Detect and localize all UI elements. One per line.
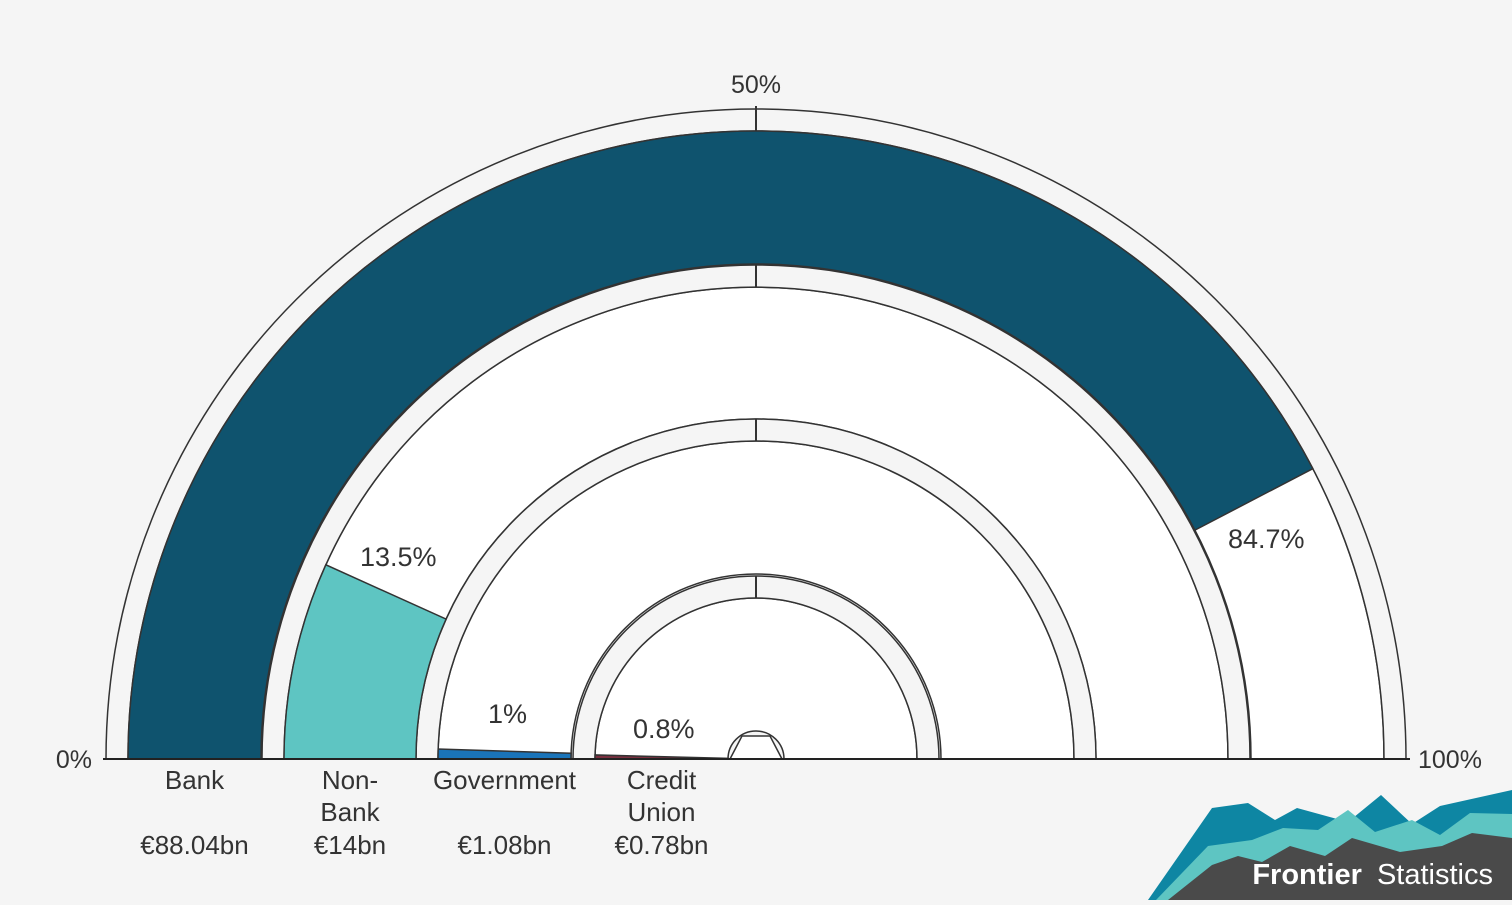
category-label-1-0: Non- xyxy=(322,765,378,795)
scale-label-start: 0% xyxy=(56,746,92,774)
hub-marker xyxy=(729,735,783,760)
category-label-1-1: Bank xyxy=(320,797,380,827)
percent-label-0: 84.7% xyxy=(1228,524,1305,554)
scale-label-mid: 50% xyxy=(731,71,781,99)
logo-word-light: Statistics xyxy=(1377,859,1493,891)
amount-label-3: €0.78bn xyxy=(615,830,709,860)
scale-label-end: 100% xyxy=(1418,746,1482,774)
percent-label-1: 13.5% xyxy=(360,542,437,572)
amount-label-0: €88.04bn xyxy=(140,830,248,860)
category-label-3-0: Credit xyxy=(627,765,697,795)
bar-0 xyxy=(127,130,1314,760)
category-label-2-0: Government xyxy=(433,765,577,795)
category-label-0-0: Bank xyxy=(165,765,225,795)
frontier-statistics-logo: Frontier Statistics xyxy=(1148,790,1512,900)
logo-word-bold: Frontier xyxy=(1252,859,1362,891)
percent-label-2: 1% xyxy=(488,699,527,729)
category-label-3-1: Union xyxy=(628,797,696,827)
amount-label-2: €1.08bn xyxy=(458,830,552,860)
logo-mountain-front xyxy=(1168,833,1512,900)
svg-text:Frontier Statistics: Frontier Statistics xyxy=(1252,859,1493,891)
percent-label-3: 0.8% xyxy=(633,714,695,744)
bar-1 xyxy=(283,563,448,760)
amount-label-1: €14bn xyxy=(314,830,386,860)
